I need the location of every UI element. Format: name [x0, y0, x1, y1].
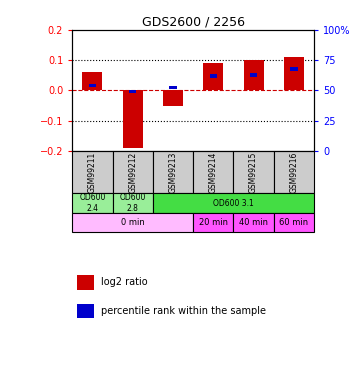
Bar	[72, 193, 113, 213]
Text: OD600
2.4: OD600 2.4	[79, 194, 105, 213]
Bar	[72, 151, 113, 193]
Bar	[250, 73, 257, 76]
Text: 60 min: 60 min	[279, 218, 309, 227]
Bar	[234, 151, 274, 193]
Text: GSM99213: GSM99213	[169, 152, 178, 193]
Bar	[244, 60, 264, 90]
Text: log2 ratio: log2 ratio	[101, 278, 148, 288]
Bar	[129, 90, 136, 93]
Text: GSM99214: GSM99214	[209, 152, 218, 193]
Text: 40 min: 40 min	[239, 218, 268, 227]
Bar	[210, 74, 217, 78]
Text: OD600
2.8: OD600 2.8	[119, 194, 146, 213]
Text: 0 min: 0 min	[121, 218, 144, 227]
Bar	[163, 90, 183, 105]
Bar	[72, 213, 193, 232]
Bar	[89, 84, 96, 87]
Text: GSM99211: GSM99211	[88, 152, 97, 193]
Bar	[169, 86, 177, 89]
Text: GSM99212: GSM99212	[128, 152, 137, 193]
Text: OD600 3.1: OD600 3.1	[213, 198, 254, 207]
Bar	[193, 213, 234, 232]
Bar	[113, 193, 153, 213]
Bar	[274, 213, 314, 232]
Bar	[153, 193, 314, 213]
Bar	[274, 151, 314, 193]
Bar	[234, 213, 274, 232]
Text: percentile rank within the sample: percentile rank within the sample	[101, 306, 266, 316]
Bar	[77, 304, 94, 318]
Bar	[82, 72, 103, 90]
Bar	[193, 151, 234, 193]
Bar	[113, 151, 153, 193]
Title: GDS2600 / 2256: GDS2600 / 2256	[142, 16, 245, 29]
Bar	[123, 90, 143, 148]
Bar	[153, 151, 193, 193]
Bar	[77, 275, 94, 290]
Bar	[290, 67, 297, 70]
Text: GSM99215: GSM99215	[249, 152, 258, 193]
Text: 20 min: 20 min	[199, 218, 228, 227]
Text: GSM99216: GSM99216	[290, 152, 299, 193]
Bar	[284, 57, 304, 90]
Bar	[203, 63, 223, 90]
